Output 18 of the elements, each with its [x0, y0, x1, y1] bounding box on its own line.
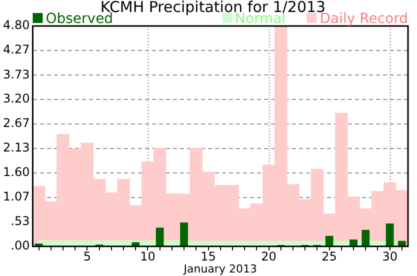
y-tick-label: 4.80 — [3, 18, 30, 32]
x-tick-label: 15 — [200, 250, 216, 264]
y-tick-label: .00 — [10, 238, 30, 253]
y-tick-label: 2.13 — [3, 140, 30, 155]
x-tick-label: 30 — [382, 250, 398, 264]
x-tick-label: 20 — [261, 250, 276, 264]
y-tick-label: 2.67 — [3, 116, 30, 130]
legend-label: Daily Record — [320, 11, 408, 27]
y-tick-label: 1.07 — [3, 189, 30, 204]
y-tick-label: 4.27 — [3, 42, 30, 56]
x-tick-label: 25 — [322, 250, 337, 264]
y-tick-label: 3.73 — [3, 67, 30, 82]
y-tick-label: .53 — [10, 214, 30, 228]
x-axis-title: January 2013 — [182, 262, 257, 276]
x-tick-label: 10 — [140, 250, 156, 264]
x-tick-label: 5 — [83, 250, 92, 264]
y-tick-label: 3.20 — [3, 92, 30, 106]
y-tick-label: 1.60 — [3, 165, 30, 180]
